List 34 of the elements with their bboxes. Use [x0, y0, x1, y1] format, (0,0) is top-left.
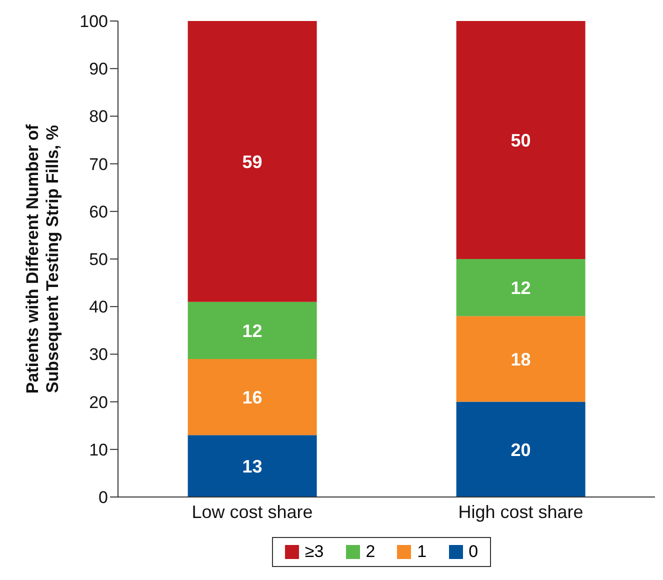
data-label: 13: [242, 456, 262, 476]
x-tick-label: High cost share: [458, 502, 584, 522]
bar: [188, 302, 317, 359]
y-axis-title: Patients with Different Number of Subsequent Testing Strip Fills, %: [23, 124, 62, 394]
data-label: 16: [242, 387, 262, 408]
data-label: 50: [510, 130, 531, 150]
y-tick-label: 70: [89, 154, 108, 174]
data-label: 18: [510, 349, 531, 370]
y-tick-label: 80: [89, 107, 108, 126]
bar: [456, 259, 586, 316]
bar: [456, 316, 586, 402]
y-tick-label: 100: [80, 12, 108, 32]
legend-label: ≥3: [304, 542, 324, 562]
data-label: 20: [510, 440, 531, 460]
legend-label: 1: [417, 542, 427, 562]
data-label: 12: [242, 320, 262, 341]
bar: [456, 21, 586, 259]
y-tick-label: 20: [89, 392, 108, 412]
y-tick-label: 10: [89, 440, 108, 460]
y-tick-label: 0: [98, 488, 108, 508]
bar: [188, 21, 317, 302]
data-label: 59: [242, 152, 262, 172]
y-tick-label: 40: [89, 298, 108, 317]
data-label: 12: [510, 278, 531, 298]
legend-label: 2: [366, 542, 376, 562]
y-tick-label: 30: [89, 345, 108, 364]
bar: [188, 358, 317, 436]
x-tick-label: Low cost share: [192, 502, 313, 522]
y-tick-label: 90: [89, 60, 108, 79]
bar: [188, 435, 317, 497]
legend-label: 0: [468, 542, 478, 562]
bar: [456, 402, 586, 497]
y-tick-label: 60: [89, 202, 108, 222]
y-tick-label: 50: [89, 250, 108, 270]
